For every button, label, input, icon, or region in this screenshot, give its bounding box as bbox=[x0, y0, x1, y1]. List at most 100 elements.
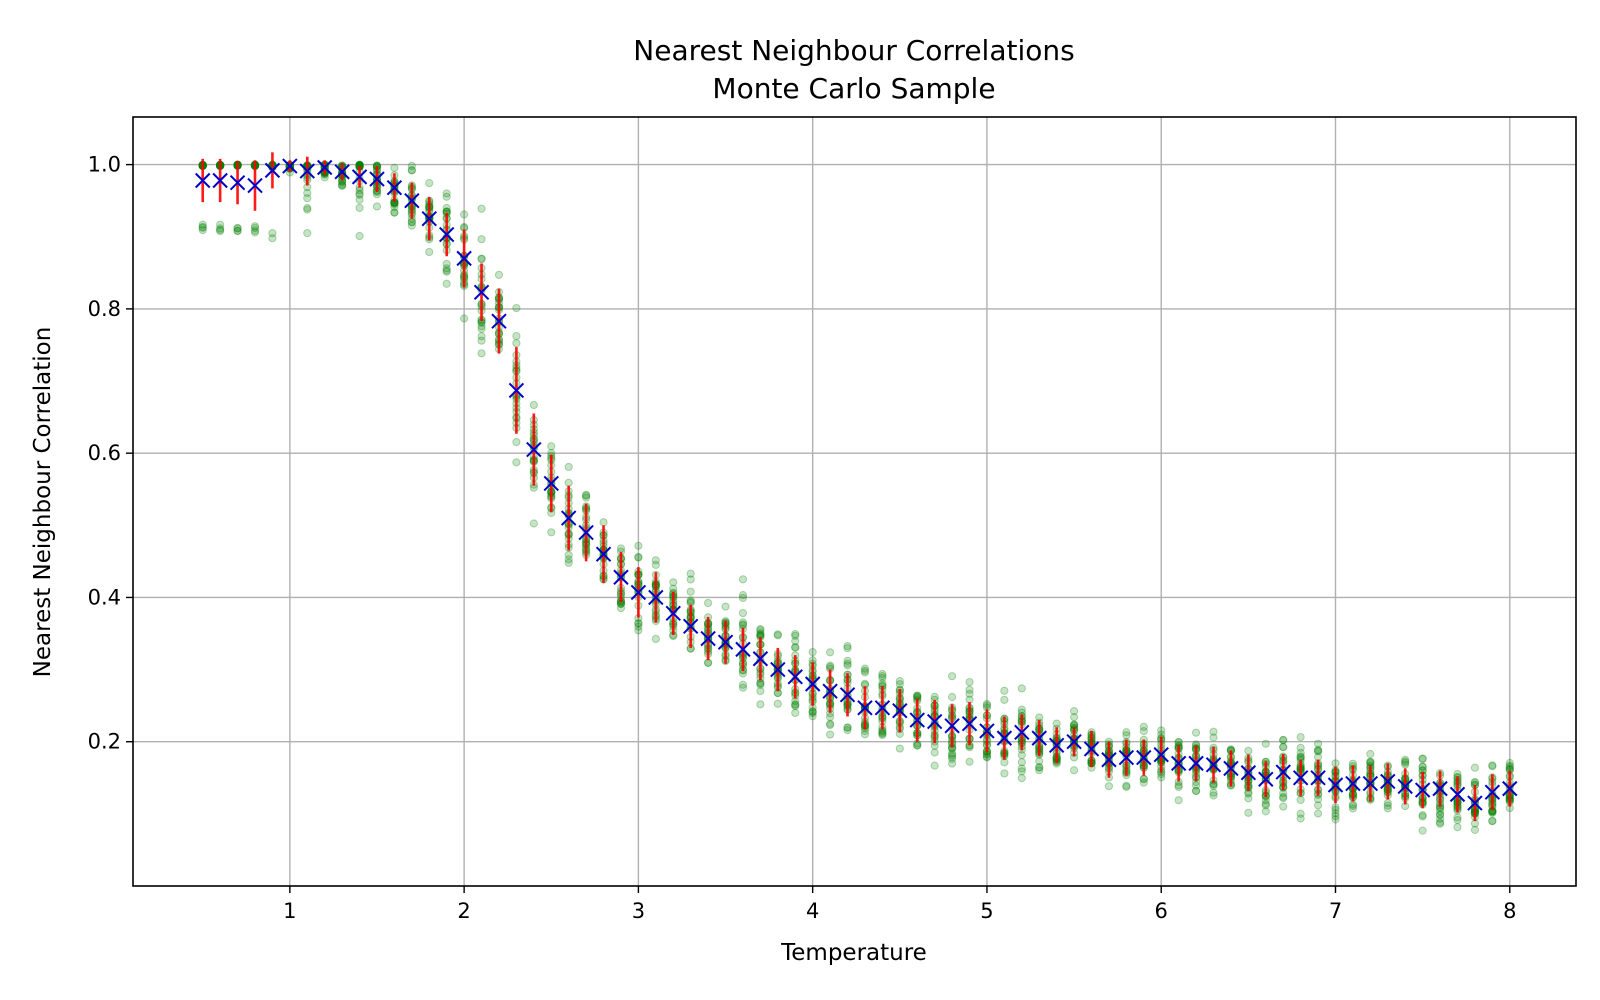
mean-marker bbox=[1066, 734, 1082, 750]
mean-marker bbox=[926, 713, 943, 730]
sample-point bbox=[808, 648, 817, 657]
sample-point bbox=[1122, 731, 1131, 740]
x-tick-label: 3 bbox=[632, 899, 645, 923]
sample-point bbox=[1209, 781, 1218, 791]
sample-point bbox=[791, 643, 800, 652]
error-bars bbox=[201, 152, 1512, 822]
sample-point bbox=[686, 569, 695, 578]
sample-point bbox=[843, 656, 852, 665]
sample-point bbox=[582, 491, 591, 500]
sample-point bbox=[616, 603, 626, 613]
sample-point bbox=[494, 270, 504, 280]
sample-point bbox=[634, 619, 643, 628]
mean-marker bbox=[770, 661, 786, 678]
mean-marker bbox=[787, 669, 803, 685]
sample-point bbox=[442, 189, 451, 198]
mean-marker bbox=[456, 250, 472, 267]
sample-point bbox=[1139, 722, 1148, 731]
sample-point bbox=[355, 189, 364, 198]
sample-point bbox=[1017, 767, 1026, 776]
sample-point bbox=[1296, 748, 1305, 758]
sample-point bbox=[442, 266, 451, 275]
sample-point bbox=[407, 166, 416, 175]
mean-marker bbox=[752, 651, 769, 667]
sample-point bbox=[965, 689, 974, 698]
sample-point bbox=[338, 181, 347, 190]
sample-point bbox=[791, 631, 800, 640]
mean-marker bbox=[1014, 724, 1030, 741]
sample-point bbox=[477, 204, 486, 213]
sample-point bbox=[250, 223, 260, 233]
sample-point bbox=[1017, 751, 1026, 760]
sample-point bbox=[634, 541, 643, 550]
sample-point bbox=[669, 584, 678, 593]
sample-point bbox=[1035, 763, 1044, 772]
sample-point bbox=[390, 208, 399, 217]
sample-point bbox=[1488, 816, 1497, 825]
sample-point bbox=[372, 202, 382, 211]
sample-point bbox=[930, 748, 939, 757]
sample-point bbox=[1296, 814, 1305, 823]
mean-marker bbox=[996, 730, 1013, 746]
sample-point bbox=[895, 680, 904, 689]
y-tick-label: 0.6 bbox=[88, 441, 121, 465]
sample-point bbox=[651, 634, 660, 644]
sample-point bbox=[982, 701, 992, 710]
sample-point bbox=[1418, 812, 1427, 821]
sample-point bbox=[442, 259, 451, 269]
sample-point bbox=[913, 691, 922, 700]
sample-point bbox=[1331, 803, 1340, 812]
sample-point bbox=[651, 560, 660, 569]
sample-point bbox=[268, 229, 277, 238]
mean-marker bbox=[1101, 752, 1117, 768]
sample-point bbox=[1401, 758, 1410, 767]
sample-point bbox=[791, 700, 800, 709]
sample-point bbox=[1209, 733, 1218, 742]
sample-point bbox=[1331, 812, 1340, 821]
sample-point bbox=[738, 683, 748, 692]
sample-point bbox=[878, 730, 887, 740]
sample-point bbox=[1139, 778, 1148, 787]
mean-marker bbox=[560, 510, 577, 526]
sample-point bbox=[913, 741, 922, 750]
sample-point bbox=[1209, 727, 1218, 736]
sample-point bbox=[1401, 760, 1410, 769]
y-tick-label: 0.4 bbox=[88, 585, 121, 609]
sample-point bbox=[930, 761, 939, 770]
sample-point bbox=[1209, 791, 1218, 800]
mean-marker bbox=[1136, 749, 1152, 766]
sample-point bbox=[477, 336, 486, 345]
sample-point bbox=[407, 161, 416, 170]
sample-point bbox=[1244, 808, 1253, 817]
mean-marker bbox=[421, 211, 437, 227]
mean-marker bbox=[229, 174, 246, 191]
sample-point bbox=[1366, 749, 1375, 759]
sample-point bbox=[843, 723, 852, 732]
sample-point bbox=[1017, 758, 1026, 767]
sample-point bbox=[303, 203, 312, 213]
sample-point bbox=[1331, 809, 1340, 818]
sample-point bbox=[1366, 757, 1375, 766]
sample-point bbox=[756, 700, 765, 709]
y-axis-label: Nearest Neighbour Correlation bbox=[30, 327, 56, 678]
sample-point bbox=[756, 625, 765, 634]
sample-point bbox=[1331, 759, 1340, 768]
mean-marker bbox=[1223, 760, 1239, 777]
plot-frame bbox=[132, 116, 1577, 887]
mean-marker bbox=[961, 715, 978, 732]
mean-marker bbox=[1414, 782, 1431, 798]
x-tick-label: 2 bbox=[457, 899, 470, 923]
sample-point bbox=[860, 664, 870, 673]
sample-point bbox=[1279, 742, 1288, 752]
sample-point bbox=[1435, 819, 1445, 828]
sample-point bbox=[216, 225, 225, 234]
mean-marker bbox=[491, 313, 507, 329]
sample-point bbox=[1104, 782, 1114, 791]
sample-point bbox=[425, 179, 434, 188]
sample-point bbox=[982, 752, 992, 761]
sample-point bbox=[1418, 811, 1427, 820]
mean-marker bbox=[1484, 784, 1501, 800]
sample-point bbox=[1122, 782, 1131, 792]
sample-point bbox=[1435, 810, 1445, 820]
mean-marker bbox=[282, 158, 298, 174]
